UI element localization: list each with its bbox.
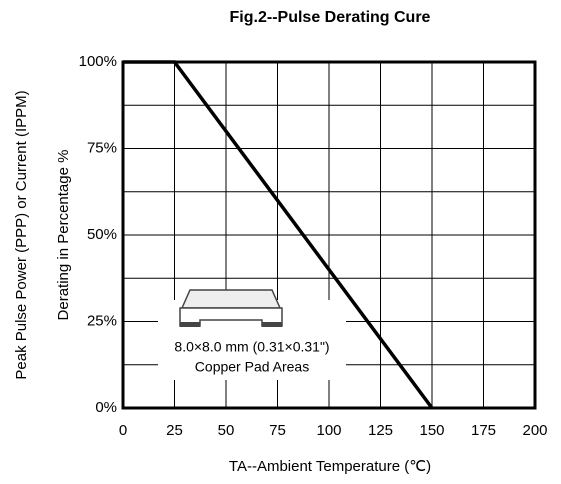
- y-tick-label: 25%: [87, 312, 117, 329]
- y-tick-label: 100%: [79, 53, 117, 70]
- x-tick-label: 175: [471, 422, 496, 439]
- annotation: 8.0×8.0 mm (0.31×0.31"): [174, 339, 329, 355]
- x-tick-label: 25: [166, 422, 183, 439]
- annotation: Copper Pad Areas: [195, 359, 309, 375]
- x-tick-label: 75: [269, 422, 286, 439]
- x-axis-label: TA--Ambient Temperature (℃): [229, 458, 431, 475]
- chart: Fig.2--Pulse Derating Cure TA--Ambient T…: [0, 0, 561, 484]
- x-tick-label: 200: [522, 422, 547, 439]
- x-tick-label: 125: [368, 422, 393, 439]
- y-axis-label: Derating in Percentage %: [55, 150, 72, 321]
- chart-title: Fig.2--Pulse Derating Cure: [230, 9, 431, 26]
- x-tick-label: 50: [218, 422, 235, 439]
- y-tick-label: 0%: [95, 399, 117, 416]
- x-tick-label: 0: [119, 422, 127, 439]
- y-tick-label: 50%: [87, 226, 117, 243]
- x-tick-label: 100: [316, 422, 341, 439]
- y-axis-label: Peak Pulse Power (PPP) or Current (IPPM): [13, 90, 30, 379]
- y-tick-label: 75%: [87, 139, 117, 156]
- x-tick-label: 150: [419, 422, 444, 439]
